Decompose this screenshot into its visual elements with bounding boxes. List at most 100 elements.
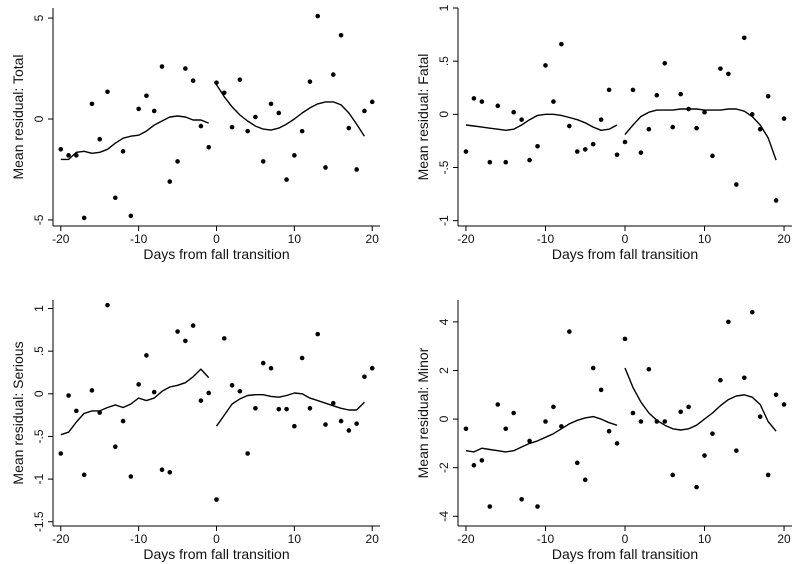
scatter-point (82, 473, 87, 478)
scatter-point (121, 419, 126, 424)
scatter-point (347, 428, 352, 433)
scatter-point (206, 145, 211, 150)
scatter-point (183, 66, 188, 71)
scatter-point (567, 329, 572, 334)
scatter-point (758, 414, 763, 419)
x-tick-label: 0 (622, 232, 629, 246)
scatter-point (222, 336, 227, 341)
smooth-line-after (625, 109, 776, 160)
smooth-line-before (61, 369, 209, 435)
scatter-point (136, 107, 141, 112)
y-tick-label: 0 (437, 415, 451, 422)
scatter-point (694, 126, 699, 131)
x-tick-label: 20 (777, 232, 791, 246)
scatter-point (774, 198, 779, 203)
x-tick-label: -20 (52, 232, 70, 246)
smooth-line-before (466, 114, 617, 130)
scatter-point (718, 378, 723, 383)
scatter-point (160, 64, 165, 69)
scatter-point (300, 129, 305, 134)
y-tick-label: -2 (437, 462, 451, 473)
scatter-point (269, 366, 274, 371)
scatter-point (535, 504, 540, 509)
scatter-point (136, 382, 141, 387)
scatter-point (370, 100, 375, 105)
scatter-point (354, 421, 359, 426)
scatter-point (323, 165, 328, 170)
scatter-point (129, 474, 134, 479)
scatter-point (782, 116, 787, 121)
scatter-point (623, 140, 628, 145)
scatter-point (245, 129, 250, 134)
scatter-point (511, 110, 516, 115)
scatter-point (175, 159, 180, 164)
scatter-point (331, 72, 336, 77)
x-axis-title: Days from fall transition (552, 546, 698, 562)
y-tick-label: 0 (32, 115, 46, 122)
scatter-point (488, 160, 493, 165)
scatter-point (678, 92, 683, 97)
x-tick-label: 0 (213, 232, 220, 246)
scatter-point (543, 63, 548, 68)
smooth-line-after (625, 368, 776, 431)
scatter-point (347, 126, 352, 131)
scatter-point (206, 391, 211, 396)
chart-panel-4: -20 -10 0 10 20-4-2024Days from fall transit… (415, 300, 792, 562)
scatter-point (710, 431, 715, 436)
scatter-point (583, 478, 588, 483)
scatter-point (623, 337, 628, 342)
y-tick-label: .5 (437, 56, 451, 66)
scatter-point (519, 497, 524, 502)
scatter-point (370, 366, 375, 371)
scatter-point (742, 35, 747, 40)
x-axis-title: Days from fall transition (143, 246, 289, 262)
scatter-point (710, 154, 715, 159)
y-tick-label: 1 (32, 305, 46, 312)
scatter-point (90, 388, 95, 393)
scatter-point (464, 149, 469, 154)
scatter-point (315, 14, 320, 19)
scatter-point (276, 111, 281, 116)
scatter-point (551, 99, 556, 104)
scatter-point (591, 142, 596, 147)
x-tick-label: 20 (777, 532, 791, 546)
x-tick-label: -10 (130, 232, 148, 246)
scatter-point (105, 303, 110, 308)
scatter-point (261, 159, 266, 164)
scatter-point (238, 389, 243, 394)
scatter-point (339, 33, 344, 38)
scatter-point (551, 405, 556, 410)
scatter-point (559, 42, 564, 47)
smooth-line-before (466, 417, 617, 452)
x-tick-label: 20 (366, 532, 380, 546)
y-tick-label: -1 (32, 473, 46, 484)
scatter-point (315, 332, 320, 337)
scatter-point (655, 93, 660, 98)
scatter-point (175, 329, 180, 334)
scatter-point (90, 102, 95, 107)
scatter-point (527, 158, 532, 163)
y-axis-title: Mean residual: Minor (415, 347, 431, 478)
y-tick-label: 4 (437, 318, 451, 325)
y-tick-label: 0 (32, 390, 46, 397)
x-tick-label: -20 (52, 532, 70, 546)
scatter-point (543, 419, 548, 424)
scatter-point (726, 72, 731, 77)
scatter-point (199, 124, 204, 129)
scatter-point (362, 374, 367, 379)
scatter-point (276, 407, 281, 412)
scatter-point (615, 152, 620, 157)
scatter-point (152, 390, 157, 395)
scatter-point (284, 407, 289, 412)
x-tick-label: 0 (213, 532, 220, 546)
scatter-point (639, 419, 644, 424)
chart-panel-3: -20 -10 0 10 20 -1.5 -1 -.5 0 .5 1 Days from fall t… (10, 300, 380, 562)
x-tick-label: -10 (537, 232, 555, 246)
scatter-point (284, 177, 289, 182)
scatter-point (74, 409, 79, 414)
scatter-point (167, 470, 172, 475)
scatter-point (58, 147, 63, 152)
y-tick-label: -.5 (32, 429, 46, 443)
scatter-point (113, 444, 118, 449)
